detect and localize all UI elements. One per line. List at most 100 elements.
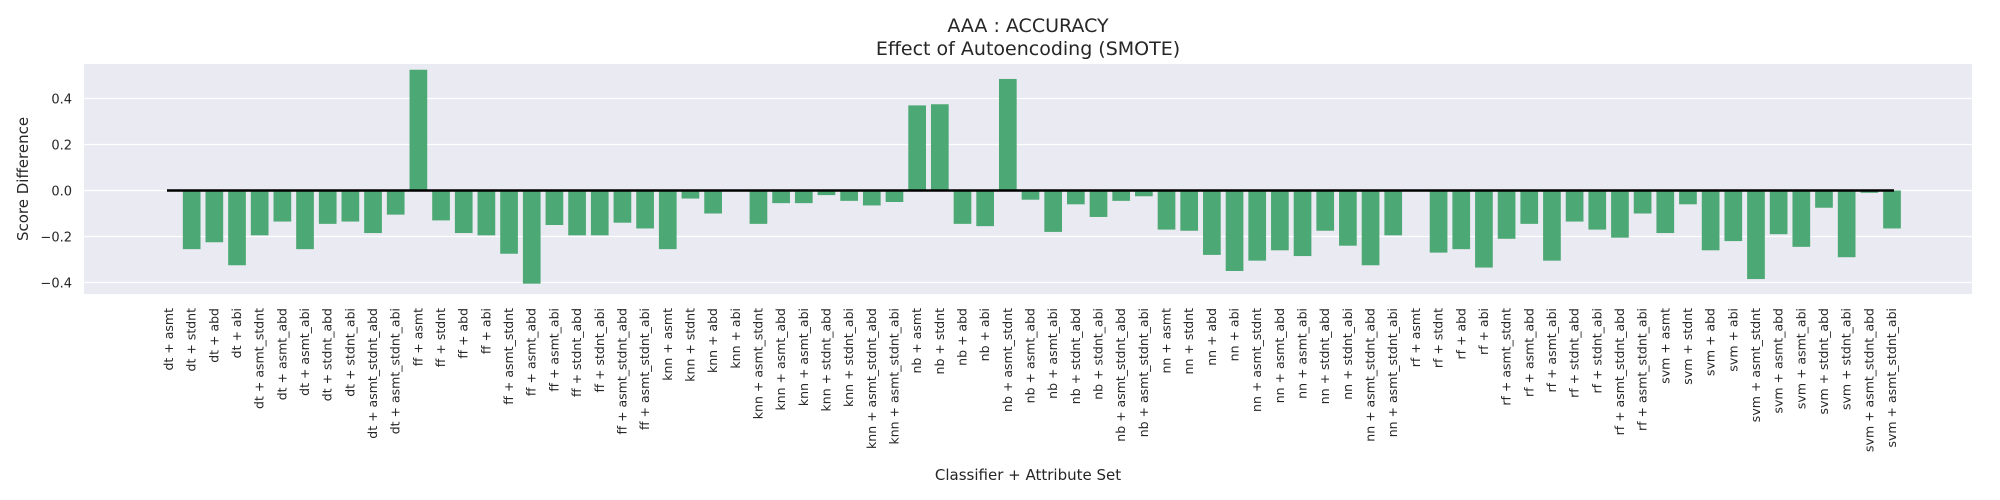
bar: [1180, 190, 1199, 231]
bar: [1452, 190, 1471, 250]
x-tick-label: svm + stdnt_abi: [1839, 308, 1854, 410]
bar: [568, 190, 586, 236]
x-tick-label: dt + abd: [206, 308, 221, 363]
x-tick-label: svm + asmt_abd: [1771, 308, 1786, 414]
bar: [1792, 190, 1811, 247]
bar: [1701, 190, 1720, 251]
bar: [1656, 190, 1675, 234]
x-tick-label: knn + asmt_abi: [796, 308, 811, 406]
bar: [1021, 190, 1040, 200]
x-tick-label: nb + stdnt_abi: [1091, 308, 1106, 400]
x-tick-label: rf + abd: [1453, 308, 1468, 360]
bar: [794, 190, 813, 204]
x-tick-label: dt + asmt_abd: [274, 308, 289, 400]
bar: [1633, 190, 1652, 214]
bar: [386, 190, 405, 215]
bar: [1293, 190, 1312, 257]
plot-area: [84, 64, 1972, 294]
x-tick-label: nb + asmt_stdnt: [1000, 308, 1015, 412]
bar: [772, 190, 790, 204]
y-tick-label: 0.4: [51, 93, 72, 108]
bar: [1565, 190, 1584, 222]
x-tick-label: nb + abi: [977, 308, 992, 361]
bar: [182, 190, 201, 250]
y-tick-label: −0.2: [40, 231, 72, 246]
x-tick-label: ff + asmt: [410, 308, 425, 366]
bar: [1883, 190, 1901, 229]
x-tick-label: svm + asmt_abi: [1793, 308, 1808, 409]
x-tick-label: svm + asmt_stdnt_abd: [1861, 308, 1876, 452]
bar: [205, 190, 224, 243]
x-tick-label: ff + abi: [478, 308, 493, 354]
x-tick-label: knn + stdnt: [682, 308, 697, 382]
bar: [1339, 190, 1357, 246]
bar: [840, 190, 858, 201]
bar: [1384, 190, 1403, 236]
bar: [432, 190, 450, 221]
x-tick-label: dt + asmt_stdnt: [252, 308, 267, 409]
bar: [296, 190, 314, 250]
bar: [1520, 190, 1539, 224]
bar: [1361, 190, 1380, 266]
bar: [1316, 190, 1335, 231]
x-tick-label: knn + asmt_abd: [773, 308, 788, 411]
x-tick-label: nn + asmt_abd: [1272, 308, 1287, 403]
bar: [545, 190, 564, 225]
x-tick-label: nn + asmt_stdnt: [1249, 308, 1264, 412]
bar: [1724, 190, 1743, 242]
x-axis-label: Classifier + Attribute Set: [935, 466, 1121, 484]
x-tick-label: knn + asmt_stdnt_abi: [886, 308, 901, 445]
x-tick-label: nn + asmt_stdnt_abi: [1385, 308, 1400, 437]
x-tick-label: dt + asmt_stdnt_abd: [365, 308, 380, 439]
x-tick-label: ff + asmt_abd: [524, 308, 539, 396]
x-tick-label: dt + asmt_abi: [297, 308, 312, 396]
x-tick-label: nn + abd: [1204, 308, 1219, 366]
bar: [681, 190, 700, 199]
x-tick-label: ff + asmt_stdnt: [501, 308, 516, 405]
bar: [1837, 190, 1856, 258]
bar: [930, 104, 949, 191]
bar: [1157, 190, 1176, 230]
x-tick-label: knn + asmt: [660, 308, 675, 381]
bar: [1497, 190, 1516, 239]
x-tick-label: knn + asmt_stdnt_abd: [864, 308, 879, 449]
bar: [590, 190, 609, 236]
x-tick-labels: dt + asmt dt + stdnt dt + abd dt + abi dt + …: [161, 308, 1899, 452]
x-tick-label: nn + abi: [1227, 308, 1242, 361]
bar: [1769, 190, 1788, 235]
bar: [250, 190, 269, 236]
x-tick-label: ff + asmt_stdnt_abi: [637, 308, 652, 430]
x-tick-label: rf + asmt_stdnt_abd: [1612, 308, 1627, 435]
y-tick-label: −0.4: [40, 277, 72, 292]
x-tick-label: svm + abd: [1703, 308, 1718, 376]
x-tick-label: dt + stdnt_abd: [320, 308, 335, 401]
bar: [1271, 190, 1289, 251]
bar: [1543, 190, 1561, 261]
bar: [1679, 190, 1697, 205]
x-tick-label: dt + abi: [229, 308, 244, 358]
y-tick-label: 0.0: [51, 185, 72, 200]
bar: [636, 190, 654, 229]
bar: [522, 190, 541, 284]
bar: [364, 190, 382, 234]
bars-group: [182, 69, 1901, 284]
bar: [908, 105, 926, 191]
x-tick-label: dt + stdnt_abi: [342, 308, 357, 397]
bar: [477, 190, 496, 236]
x-tick-label: rf + asmt_stdnt_abi: [1635, 308, 1650, 431]
bar: [817, 190, 836, 196]
x-tick-label: knn + stdnt_abd: [818, 308, 833, 411]
y-tick-label: 0.2: [51, 139, 72, 154]
bar: [613, 190, 632, 223]
chart-subtitle: Effect of Autoencoding (SMOTE): [876, 38, 1180, 60]
bar: [1089, 190, 1108, 217]
bar: [500, 190, 518, 254]
x-tick-label: nn + asmt_abi: [1295, 308, 1310, 399]
bar: [318, 190, 337, 224]
x-tick-label: rf + asmt: [1408, 308, 1423, 367]
x-tick-label: nb + asmt: [909, 308, 924, 374]
x-tick-label: nb + abd: [954, 308, 969, 366]
bar: [1611, 190, 1629, 238]
x-tick-label: rf + asmt_abi: [1544, 308, 1559, 393]
